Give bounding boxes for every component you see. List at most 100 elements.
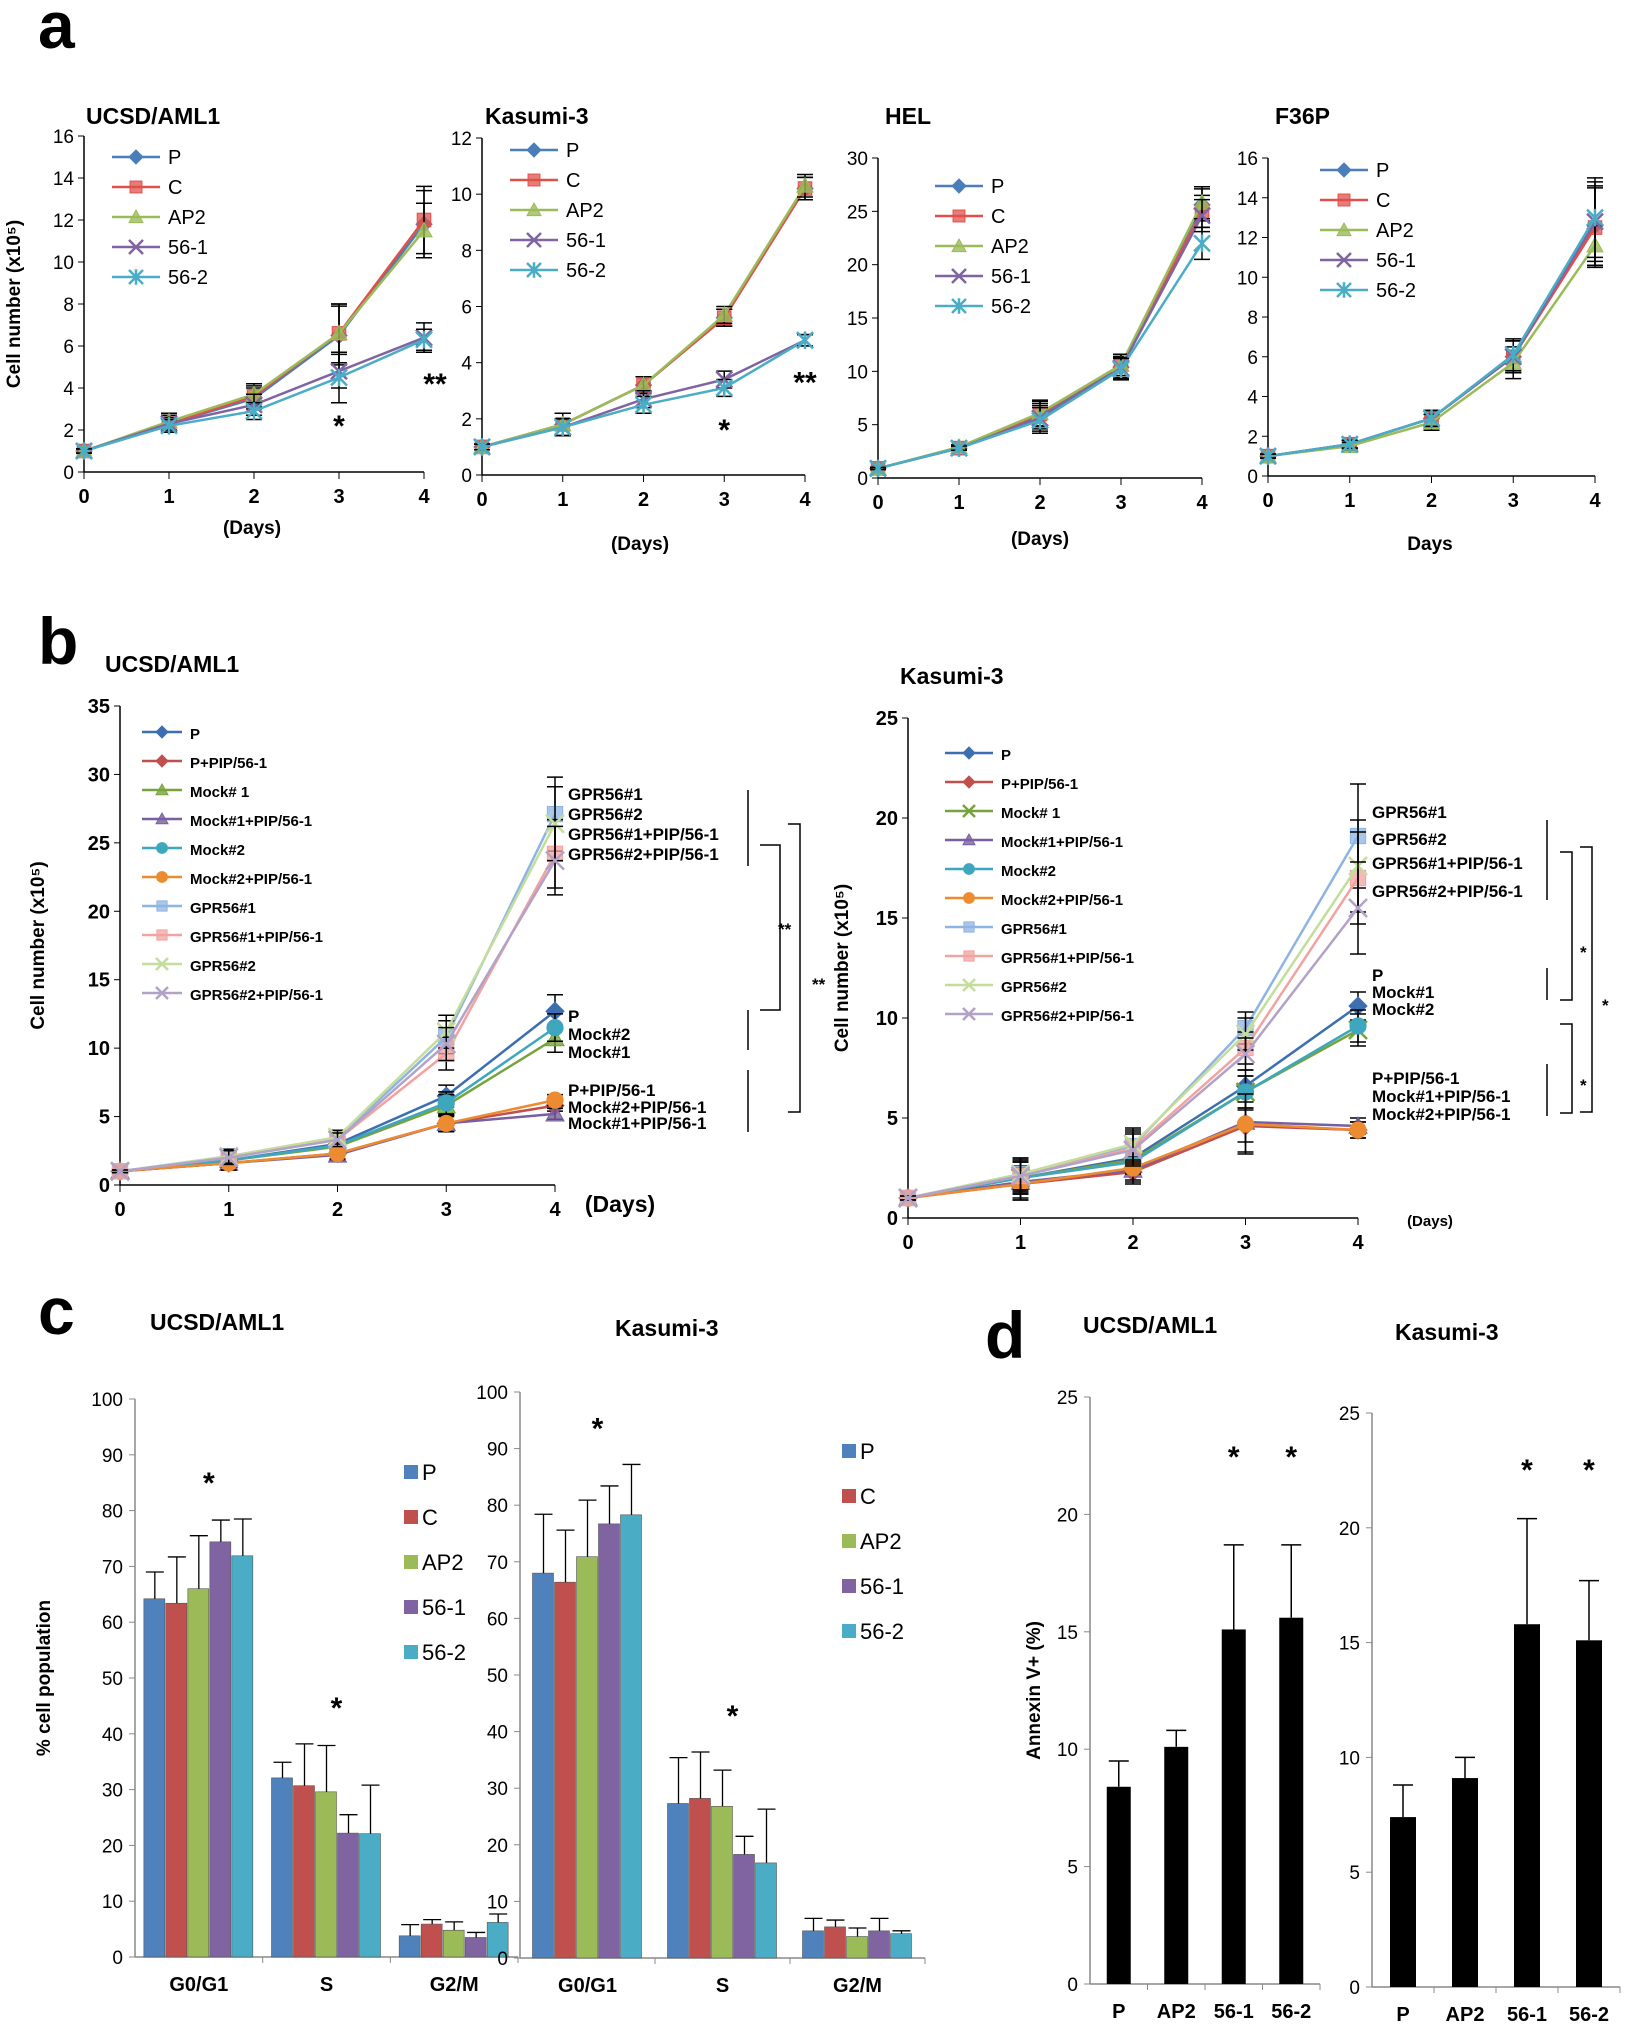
legend-entry-56-2: 56-2 (1320, 280, 1416, 302)
x-tick-label: 0 (114, 1199, 125, 1221)
legend-marker (526, 142, 542, 158)
y-tick-label: 0 (99, 1175, 110, 1197)
chart-title: Kasumi-3 (1395, 1319, 1499, 1345)
chart-a-hel: HEL 0 5 10 15 20 25 30 0 1 2 3 4 (Days) PC AP2 56-1 56-2 (847, 103, 1211, 550)
y-tick-label: 12 (53, 211, 74, 232)
y-tick-label: 50 (487, 1666, 508, 1687)
error-bar (233, 1518, 252, 1556)
error-bar (189, 1535, 208, 1589)
data-point (415, 221, 433, 238)
y-tick-label: 30 (487, 1779, 508, 1800)
y-tick-label: 14 (53, 169, 75, 190)
bar (532, 1572, 554, 1959)
chart-title: Kasumi-3 (485, 103, 589, 129)
legend-swatch (842, 1534, 856, 1548)
x-tick-label: 0 (476, 489, 487, 511)
legend-label: C (860, 1484, 876, 1509)
y-tick-label: 30 (88, 764, 110, 786)
legend-entry-c: C (935, 206, 1005, 228)
x-tick-label: G2/M (833, 1975, 882, 1997)
legend-marker (155, 811, 169, 825)
x-tick-label: 3 (1240, 1232, 1251, 1254)
x-tick-label: 56-2 (1569, 2004, 1609, 2026)
legend-label: AP2 (566, 200, 604, 222)
error-bar (870, 1917, 889, 1931)
y-tick-label: 6 (63, 337, 74, 358)
bar (1279, 1617, 1304, 1984)
significance-star: * (592, 1412, 604, 1445)
y-axis-label: Cell number (x10⁵) (28, 861, 49, 1029)
legend-marker (129, 180, 143, 194)
legend-entry-mock-1-pip-56-1: Mock#1+PIP/56-1 (142, 811, 312, 830)
chart-title: UCSD/AML1 (105, 651, 239, 677)
legend-entry-c: C (112, 177, 182, 199)
legend-entry-56-2: 56-2 (510, 260, 606, 282)
legend-marker (155, 986, 169, 1000)
x-tick-label: 4 (1589, 490, 1601, 512)
series-p (532, 1513, 824, 1959)
error-bar (556, 1529, 575, 1583)
end-label-gpr56-1-pip-56-1: GPR56#1+PIP/56-1 (1372, 854, 1523, 873)
y-tick-label: 90 (102, 1446, 123, 1467)
y-tick-label: 16 (1237, 149, 1258, 170)
y-tick-label: 10 (487, 1892, 508, 1913)
error-bar (467, 1931, 486, 1938)
significance-bracket (788, 823, 801, 1113)
series-56-1 (598, 1485, 890, 1959)
legend-entry-56-2: 56-2 (112, 267, 208, 289)
bar (711, 1806, 733, 1959)
x-tick-label: 4 (1196, 492, 1208, 514)
legend-label: Mock#1+PIP/56-1 (1001, 834, 1123, 851)
legend-entry-gpr56-1: GPR56#1 (142, 900, 256, 917)
bar (1164, 1746, 1189, 1984)
y-tick-label: 10 (1339, 1748, 1360, 1769)
y-tick-label: 0 (857, 469, 868, 490)
legend-marker (962, 804, 976, 818)
legend-label: Mock# 1 (1001, 805, 1060, 822)
error-bar (600, 1485, 619, 1524)
y-tick-label: 30 (102, 1781, 123, 1802)
series-gpr56-2 (110, 785, 565, 1182)
legend-entry-mock-1-pip-56-1: Mock#1+PIP/56-1 (945, 832, 1123, 851)
y-tick-label: 15 (847, 309, 868, 330)
legend-marker (156, 871, 168, 883)
legend-marker (128, 149, 144, 165)
data-point (1010, 1166, 1031, 1186)
chart-title: F36P (1275, 103, 1330, 129)
series-line (877, 242, 1204, 470)
legend-entry-c: C (404, 1505, 438, 1530)
data-point (546, 1091, 564, 1109)
legend-marker (1336, 162, 1352, 178)
error-bar (534, 1513, 553, 1574)
legend-label: P (422, 1460, 437, 1485)
legend-label: Mock#2 (1001, 863, 1056, 880)
legend-label: Mock#2 (190, 842, 245, 859)
data-point (1031, 411, 1049, 430)
legend-label: P (190, 726, 200, 743)
y-tick-label: 0 (887, 1208, 898, 1230)
legend-entry-ap2: AP2 (842, 1529, 902, 1554)
data-point (796, 176, 814, 193)
legend-marker (963, 950, 975, 962)
x-tick-label: P (1396, 2004, 1409, 2026)
error-bar (735, 1835, 754, 1855)
bar (1106, 1786, 1131, 1984)
significance-star: ** (793, 366, 817, 399)
y-tick-label: 15 (1057, 1623, 1078, 1644)
y-tick-label: 25 (847, 202, 868, 223)
legend-label: GPR56#1+PIP/56-1 (1001, 950, 1134, 967)
y-tick-label: 10 (88, 1038, 110, 1060)
y-tick-label: 70 (487, 1553, 508, 1574)
y-tick-label: 15 (88, 970, 110, 992)
bar (733, 1854, 755, 1959)
error-bar (892, 1930, 911, 1934)
legend-label: C (1376, 190, 1390, 212)
legend-entry-ap2: AP2 (404, 1550, 464, 1575)
legend-label: P+PIP/56-1 (190, 755, 267, 772)
legend-entry-56-2: 56-2 (935, 296, 1031, 318)
x-tick-label: G0/G1 (558, 1975, 617, 1997)
data-point (327, 1129, 348, 1150)
y-tick-label: 5 (99, 1107, 110, 1129)
legend-entry-p: P (142, 725, 200, 743)
end-label-mock-1: Mock#1 (568, 1043, 630, 1062)
